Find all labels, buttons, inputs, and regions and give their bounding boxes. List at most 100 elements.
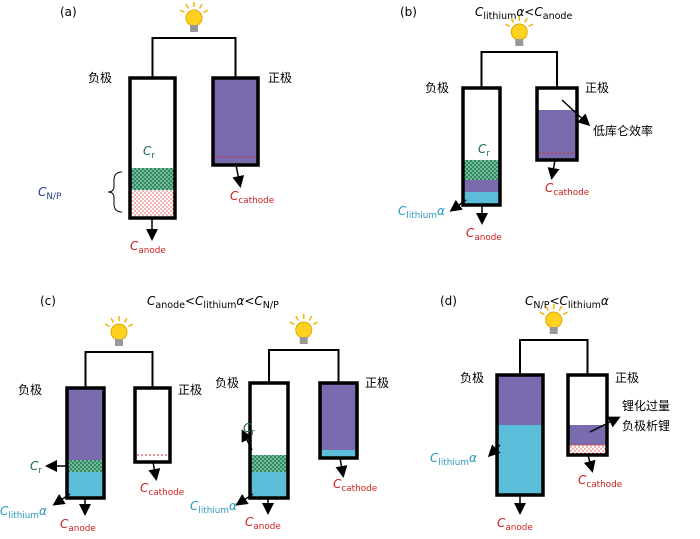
term: Cr [30, 459, 42, 476]
bulb-base [190, 25, 198, 32]
ray [528, 23, 534, 28]
arrow [589, 416, 621, 433]
cell-fill [463, 192, 500, 205]
arrow [232, 164, 245, 188]
ray [539, 311, 545, 316]
term-part: lithium [483, 11, 516, 22]
term: Clithiumα [190, 499, 237, 516]
bulb [295, 321, 313, 339]
wire [268, 349, 340, 383]
term-part: N/P [533, 300, 549, 311]
label: (c) [40, 294, 56, 308]
wire [84, 351, 154, 388]
note: 低库仑效率 [593, 123, 653, 138]
term-part: C [190, 499, 199, 513]
term-part: lithium [568, 300, 601, 311]
arrow [449, 199, 467, 212]
term-part: r [486, 149, 490, 159]
term: Clithiumα [430, 451, 477, 468]
bulb-base [115, 339, 123, 346]
ray [203, 9, 209, 14]
term-part: α [601, 294, 609, 308]
term: CN/P [38, 185, 62, 202]
term-part: N/P [263, 300, 279, 311]
ray [179, 9, 185, 14]
term-part: C [230, 189, 239, 203]
label: 正极 [178, 383, 202, 397]
cell-fill [497, 375, 543, 425]
term-part: α [39, 504, 47, 518]
term-part: C [430, 451, 439, 465]
ray [308, 315, 313, 321]
term-part: C [545, 181, 554, 195]
label: 负极 [425, 81, 449, 95]
cell-fill [463, 180, 500, 192]
arrow [148, 461, 161, 481]
electrode [211, 76, 260, 167]
term: Canode [497, 516, 533, 533]
arrow [52, 493, 71, 506]
cell-fill [250, 472, 288, 498]
note: 负极析锂 [622, 418, 670, 433]
term-part: <C [549, 294, 568, 308]
ray [312, 321, 318, 326]
term: Ccathode [578, 473, 622, 490]
label: 正极 [365, 376, 389, 390]
cell-fill [320, 450, 357, 458]
cell-fill [497, 425, 543, 495]
electrode [566, 373, 609, 457]
term-part: lithium [406, 211, 437, 221]
bulb-base [299, 337, 308, 344]
term-part: C [466, 226, 475, 240]
term-part: cathode [148, 488, 184, 498]
term-part: anode [474, 233, 501, 243]
ray [505, 23, 511, 28]
term-part: C [38, 185, 47, 199]
term-part: α<C [516, 5, 543, 19]
ray [295, 315, 299, 321]
label: (b) [400, 5, 417, 19]
arrow [547, 159, 560, 180]
arrow [241, 429, 253, 451]
electrode [318, 381, 359, 460]
cell-fill [213, 78, 258, 165]
term: Canode [245, 515, 281, 532]
term-part: C [245, 515, 254, 529]
title: Clithiumα<Canode [475, 5, 572, 22]
brace [107, 171, 123, 213]
term: Canode [130, 239, 166, 256]
term-part: C [60, 517, 69, 531]
term-part: C [147, 294, 156, 308]
ray [558, 305, 563, 311]
electrode [133, 386, 172, 464]
label: 负极 [215, 376, 239, 390]
ray [123, 317, 128, 323]
wire [480, 51, 558, 88]
term: Cr [243, 421, 255, 438]
ray [289, 321, 295, 326]
bulb [110, 323, 128, 341]
term-part: cathode [586, 480, 622, 490]
ray [104, 323, 110, 328]
term: Ccathode [230, 189, 274, 206]
cell-fill [130, 168, 175, 190]
term-part: C [140, 481, 149, 495]
ray [524, 17, 528, 23]
bulb [545, 311, 563, 329]
ray [510, 17, 515, 23]
cell-fill [67, 472, 104, 498]
term-part: lithium [8, 511, 39, 521]
term-part: anode [155, 300, 185, 311]
term: Cr [478, 142, 490, 159]
label: 负极 [460, 371, 484, 385]
term-part: C [475, 5, 484, 19]
arrow [235, 493, 254, 506]
term-part: lithium [198, 506, 229, 516]
ray [110, 317, 115, 323]
title: CN/P<Clithiumα [525, 294, 609, 311]
wire [151, 37, 237, 78]
term-part: C [243, 421, 252, 435]
term: Clithiumα [398, 204, 445, 221]
electrode [535, 86, 579, 162]
